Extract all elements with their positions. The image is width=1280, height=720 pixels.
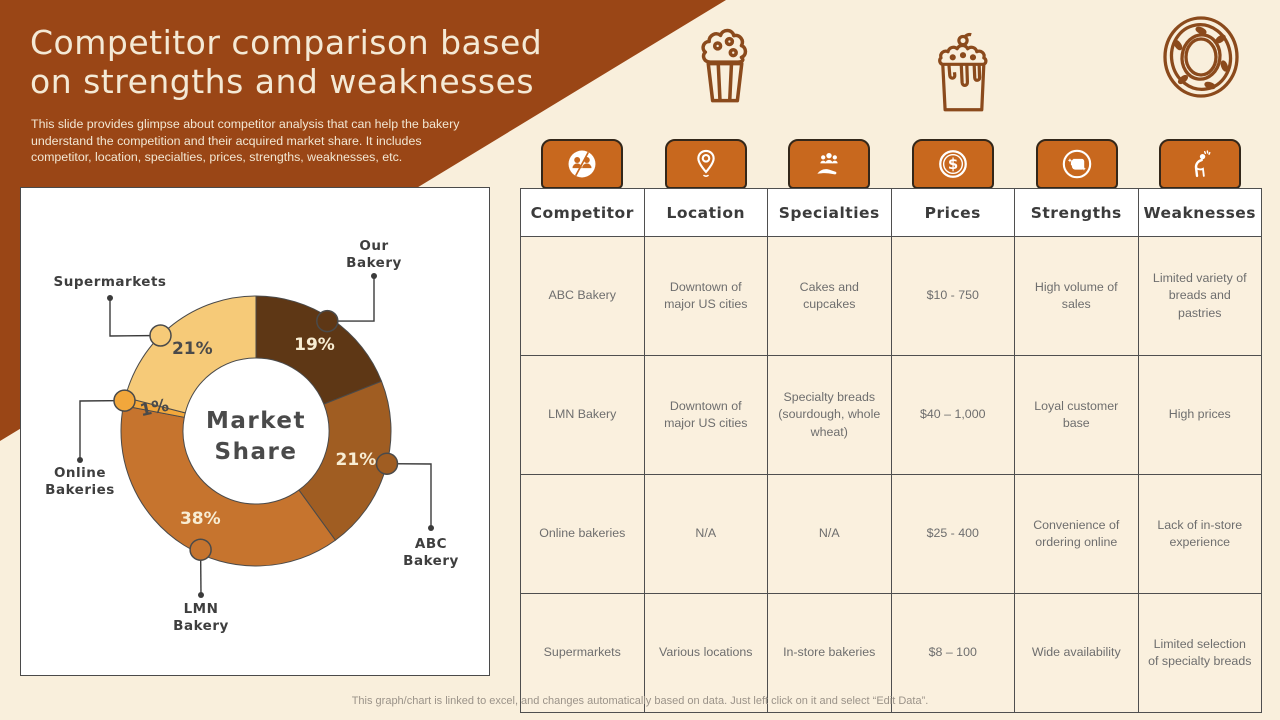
competitor-comparison-table: Competitor Location Specialties Prices Stren… <box>520 188 1262 713</box>
table-cell: Online bakeries <box>520 474 645 594</box>
svg-text:$: $ <box>948 155 958 173</box>
tab-slot <box>1138 139 1262 189</box>
callout-marker <box>149 324 172 347</box>
tab-location <box>664 139 747 189</box>
donut-segment-supermarkets <box>124 295 257 414</box>
callout-line <box>327 276 375 322</box>
tab-slot <box>644 139 768 189</box>
table-icon-tabs: $ <box>520 139 1262 189</box>
segment-label: Supermarkets <box>54 274 167 290</box>
chart-center-label: Share <box>215 439 298 465</box>
callout-line <box>386 463 432 528</box>
table-cell: N/A <box>767 474 892 594</box>
column-header-prices: Prices <box>890 188 1015 237</box>
callout-marker <box>316 309 339 333</box>
callout-anchor-dot <box>107 295 113 301</box>
tab-slot <box>520 139 644 189</box>
table-cell: Downtown of major US cities <box>643 355 768 475</box>
column-header-location: Location <box>643 188 768 237</box>
segment-label: Online Bakeries <box>45 465 115 498</box>
table-cell: Convenience of ordering online <box>1014 474 1139 594</box>
percent-label: 21% <box>336 450 377 470</box>
donut-segment-abc-bakery <box>298 380 392 541</box>
column-header-weaknesses: Weaknesses <box>1137 188 1262 237</box>
table-cell: $8 – 100 <box>890 593 1015 713</box>
tab-prices: $ <box>911 139 994 189</box>
competitor-icon <box>568 150 596 178</box>
table-cell: $40 – 1,000 <box>890 355 1015 475</box>
callout-marker <box>113 389 136 412</box>
column-header-competitor: Competitor <box>520 188 645 237</box>
tab-weaknesses <box>1159 139 1242 189</box>
table-row: Online bakeries N/A N/A $25 - 400 Convenienc… <box>520 474 1262 594</box>
callout-line <box>79 399 125 460</box>
table-cell: High volume of sales <box>1014 236 1139 356</box>
weaknesses-icon <box>1195 150 1211 178</box>
market-share-chart-panel: Our Bakery 19% ABC Bakery 21% LMN Bakery 38% Onli… <box>20 187 490 676</box>
footer-note: This graph/chart is linked to excel, and… <box>351 695 929 707</box>
callout-anchor-dot <box>77 457 83 463</box>
callout-anchor-dot <box>428 525 434 531</box>
table-header-row: Competitor Location Specialties Prices Stren… <box>520 188 1262 237</box>
column-header-specialties: Specialties <box>767 188 892 237</box>
tab-competitor <box>540 139 623 189</box>
table-cell: Loyal customer base <box>1014 355 1139 475</box>
donut-icon <box>1158 12 1244 102</box>
table-cell: Lack of in-store experience <box>1137 474 1262 594</box>
specialties-icon <box>817 152 838 175</box>
table-cell: Supermarkets <box>520 593 645 713</box>
cupcake-icon <box>686 18 764 118</box>
market-share-donut-chart: Our Bakery 19% ABC Bakery 21% LMN Bakery 38% Onli… <box>45 238 459 634</box>
table-cell: Various locations <box>643 593 768 713</box>
table-cell: High prices <box>1137 355 1262 475</box>
callout-marker <box>189 538 212 561</box>
prices-icon: $ <box>938 150 967 178</box>
table-cell: Specialty breads (sourdough, whole wheat… <box>767 355 892 475</box>
table-cell: N/A <box>643 474 768 594</box>
tab-slot <box>767 139 891 189</box>
table-row: ABC Bakery Downtown of major US cities Cak… <box>520 236 1262 356</box>
percent-label: 19% <box>294 335 335 355</box>
segment-label: LMN Bakery <box>173 601 229 634</box>
cake-icon <box>924 30 1002 118</box>
table-cell: Limited variety of breads and pastries <box>1137 236 1262 356</box>
callout-marker <box>375 452 399 475</box>
strengths-icon <box>1062 149 1091 179</box>
table-cell: LMN Bakery <box>520 355 645 475</box>
page-title-line1: Competitor comparison based <box>30 23 543 62</box>
table-cell: In-store bakeries <box>767 593 892 713</box>
table-cell: Downtown of major US cities <box>643 236 768 356</box>
column-header-strengths: Strengths <box>1014 188 1139 237</box>
tab-slot: $ <box>891 139 1015 189</box>
tab-slot <box>1015 139 1139 189</box>
table-row: Supermarkets Various locations In-store ba… <box>520 593 1262 713</box>
callout-anchor-dot <box>198 592 204 598</box>
tab-strengths <box>1035 139 1118 189</box>
callout-anchor-dot <box>371 273 377 279</box>
chart-center-label: Market <box>206 408 306 434</box>
page-title-line2: on strengths and weaknesses <box>30 61 535 101</box>
table-cell: Wide availability <box>1014 593 1139 713</box>
segment-label: ABC Bakery <box>403 536 459 569</box>
tab-specialties <box>788 139 871 189</box>
callout-line <box>109 298 161 337</box>
table-cell: Cakes and cupcakes <box>767 236 892 356</box>
segment-label: Our Bakery <box>346 238 402 271</box>
table-cell: ABC Bakery <box>520 236 645 356</box>
slide-subtitle: This slide provides glimpse about compet… <box>31 117 460 165</box>
table-row: LMN Bakery Downtown of major US cities Spe… <box>520 355 1262 475</box>
table-cell: Limited selection of specialty breads <box>1137 593 1262 713</box>
table-cell: $10 - 750 <box>890 236 1015 356</box>
page-title: Competitor comparison based on strengths… <box>30 23 630 101</box>
percent-label: 38% <box>180 509 221 529</box>
percent-label: 21% <box>172 339 213 359</box>
location-icon <box>696 149 715 177</box>
table-cell: $25 - 400 <box>890 474 1015 594</box>
donut-segment-lmn-bakery <box>120 405 336 567</box>
